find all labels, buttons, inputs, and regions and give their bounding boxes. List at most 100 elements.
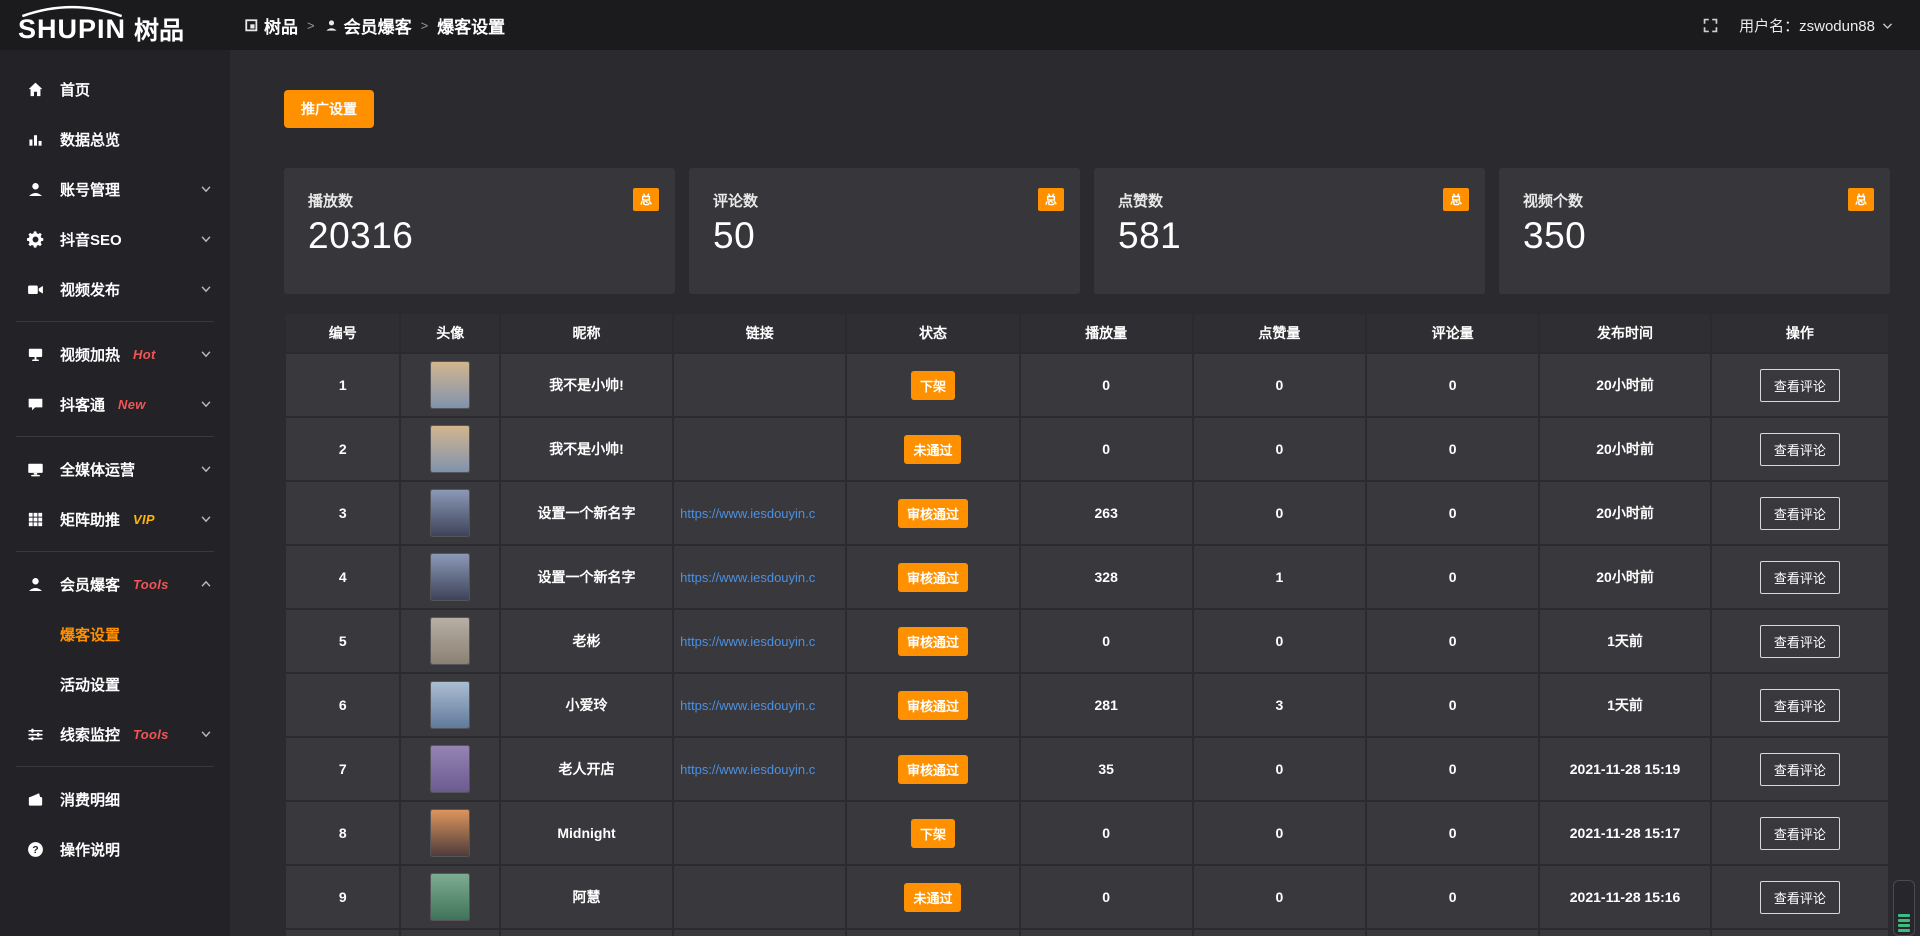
table-row: 7 老人开店 https://www.iesdouyin.c 审核通过 35 0 0 2021… — [283, 736, 1891, 802]
view-comments-button[interactable]: 查看评论 — [1759, 752, 1840, 786]
sidebar-item-matrix-boost[interactable]: 矩阵助推 VIP — [0, 494, 230, 544]
action-cell: 查看评论 — [1709, 608, 1891, 674]
help-icon: ? — [26, 840, 45, 859]
row-number: 7 — [283, 736, 402, 802]
status-cell: 未通过 — [845, 864, 1021, 930]
column-header: 点赞量 — [1191, 312, 1368, 354]
status-cell: 未通过 — [845, 416, 1021, 482]
play-count: 0 — [1018, 416, 1194, 482]
avatar — [430, 809, 471, 857]
link-cell — [672, 800, 848, 866]
sidebar-subitem-activity-settings[interactable]: 活动设置 — [60, 676, 121, 694]
breadcrumb-item-baoke-settings[interactable]: 爆客设置 — [437, 13, 505, 38]
avatar — [430, 361, 471, 409]
sidebar-item-consumption-detail[interactable]: 消费明细 — [0, 774, 230, 824]
chevron-down-icon — [199, 512, 213, 526]
status-badge: 下架 — [910, 370, 955, 400]
view-comments-button[interactable]: 查看评论 — [1759, 688, 1840, 722]
monitor-icon — [26, 345, 45, 364]
chevron-down-icon — [199, 347, 213, 361]
video-link[interactable]: https://www.iesdouyin.c — [680, 761, 816, 777]
sidebar-item-operation-guide[interactable]: ? 操作说明 — [0, 824, 230, 874]
action-cell: 查看评论 — [1709, 800, 1891, 866]
avatar-cell — [399, 544, 501, 610]
fullscreen-icon[interactable] — [1702, 17, 1719, 34]
link-cell: https://www.iesdouyin.c — [672, 736, 848, 802]
sidebar-item-label: 抖客通 — [60, 396, 106, 414]
status-cell — [845, 928, 1021, 936]
sidebar-item-media-ops[interactable]: 全媒体运营 — [0, 444, 230, 494]
publish-time: 2021-11-28 15:19 — [1538, 736, 1712, 802]
column-header: 链接 — [672, 312, 848, 354]
sidebar-divider — [16, 551, 214, 552]
status-cell: 审核通过 — [845, 544, 1021, 610]
promo-settings-button[interactable]: 推广设置 — [284, 90, 374, 128]
stat-label: 评论数 — [713, 193, 759, 210]
svg-text:?: ? — [32, 844, 38, 855]
table-header-row: 编号 头像 昵称 链接 状态 播放量 点赞量 评论量 发布时间 操作 — [283, 312, 1891, 354]
video-link[interactable]: https://www.iesdouyin.c — [680, 633, 816, 649]
total-badge: 总 — [1037, 188, 1064, 211]
user-menu[interactable]: 用户名：zswodun88 — [1739, 15, 1894, 36]
link-cell — [672, 928, 848, 936]
row-number: 5 — [283, 608, 402, 674]
top-bar: SHUPIN 树品 树品 > 会员爆客 > 爆客设置 用户名：zswodun88 — [0, 0, 1920, 50]
play-count: 281 — [1018, 672, 1194, 738]
member-icon — [26, 575, 45, 594]
comment-count: 0 — [1365, 864, 1541, 930]
sidebar-item-douyin-seo[interactable]: 抖音SEO — [0, 214, 230, 264]
avatar — [430, 681, 471, 729]
sidebar-menu: 首页数据总览 账号管理 抖音SEO 视频发布视频加热 Hot 抖客通 New 全媒体运营 矩阵助… — [0, 50, 230, 874]
sidebar-item-tag: Tools — [133, 726, 169, 742]
action-cell: 查看评论 — [1709, 736, 1891, 802]
total-badge: 总 — [1847, 188, 1874, 211]
floating-widget[interactable] — [1893, 880, 1915, 936]
view-comments-button[interactable]: 查看评论 — [1759, 368, 1840, 402]
sidebar-item-member-baoke[interactable]: 会员爆客 Tools — [0, 559, 230, 609]
app-logo[interactable]: SHUPIN 树品 — [0, 3, 230, 47]
sidebar-item-video-publish[interactable]: 视频发布 — [0, 264, 230, 314]
sidebar-item-video-heat[interactable]: 视频加热 Hot — [0, 329, 230, 379]
view-comments-button[interactable]: 查看评论 — [1759, 624, 1840, 658]
table-row: 4 设置一个新名字 https://www.iesdouyin.c 审核通过 328 1 0… — [283, 544, 1891, 610]
table-row: 9 阿慧 未通过 0 0 0 2021-11-28 15:16 查看评论 — [283, 864, 1891, 930]
sidebar-item-home[interactable]: 首页 — [0, 64, 230, 114]
nickname-cell: 我不是小帅! — [498, 416, 675, 482]
avatar — [430, 617, 471, 665]
play-count: 0 — [1018, 352, 1194, 418]
view-comments-button[interactable]: 查看评论 — [1759, 560, 1840, 594]
video-link[interactable]: https://www.iesdouyin.c — [680, 569, 816, 585]
row-number — [283, 928, 402, 936]
view-comments-button[interactable]: 查看评论 — [1759, 432, 1840, 466]
breadcrumb-item-member-baoke[interactable]: 会员爆客 — [324, 13, 412, 38]
avatar-cell — [399, 800, 501, 866]
sidebar-item-clue-monitor[interactable]: 线索监控 Tools — [0, 709, 230, 759]
nickname-cell: 阿慧 — [498, 864, 675, 930]
logo-cn-text: 树品 — [134, 17, 185, 45]
avatar-cell — [399, 672, 501, 738]
publish-time: 20小时前 — [1538, 416, 1712, 482]
status-badge: 未通过 — [904, 434, 962, 464]
avatar-cell — [399, 608, 501, 674]
view-comments-button[interactable]: 查看评论 — [1759, 496, 1840, 530]
breadcrumb-item-shupin[interactable]: 树品 — [244, 13, 298, 38]
sidebar-item-label: 首页 — [60, 81, 91, 99]
status-cell: 审核通过 — [845, 672, 1021, 738]
status-badge: 审核通过 — [897, 562, 968, 592]
stat-value: 50 — [713, 215, 756, 256]
sidebar-item-account-mgmt[interactable]: 账号管理 — [0, 164, 230, 214]
status-cell: 下架 — [845, 352, 1021, 418]
video-link[interactable]: https://www.iesdouyin.c — [680, 697, 816, 713]
sidebar-item-data-overview[interactable]: 数据总览 — [0, 114, 230, 164]
wallet-icon — [26, 790, 45, 809]
link-cell — [672, 864, 848, 930]
stat-value: 350 — [1523, 215, 1587, 256]
view-comments-button[interactable]: 查看评论 — [1759, 880, 1840, 914]
sidebar-item-douketong[interactable]: 抖客通 New — [0, 379, 230, 429]
sidebar-item-label: 视频发布 — [60, 281, 121, 299]
widget-bar — [1898, 919, 1910, 922]
sidebar-subitem-baoke-settings[interactable]: 爆客设置 — [60, 626, 121, 644]
video-link[interactable]: https://www.iesdouyin.c — [680, 505, 816, 521]
view-comments-button[interactable]: 查看评论 — [1759, 816, 1840, 850]
nickname-cell: 老人开店 — [498, 736, 675, 802]
